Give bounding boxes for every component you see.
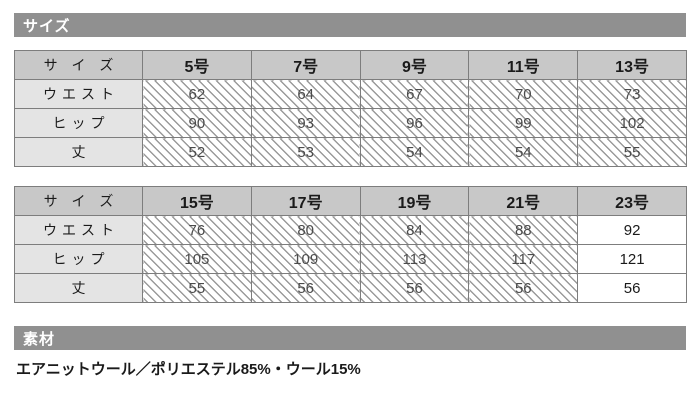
cell-waist-9: 67 — [359, 79, 470, 109]
size-table-small-body: ウエスト 62 64 67 70 73 ヒップ 90 93 96 99 102 … — [14, 79, 687, 167]
size-section-heading: サイズ — [14, 13, 686, 37]
cell-length-5: 52 — [142, 137, 252, 167]
table-row: 丈 52 53 54 54 55 — [14, 137, 687, 167]
cell-hip-15: 105 — [142, 244, 252, 274]
cell-length-13: 55 — [577, 137, 687, 167]
cell-waist-7: 64 — [250, 79, 361, 109]
size-table-small: サ イ ズ 5号 7号 9号 11号 13号 ウエスト 62 64 67 70 … — [14, 50, 687, 167]
size-table-large-col-3: 21号 — [468, 186, 579, 216]
size-table-small-col-3: 11号 — [468, 50, 579, 80]
cell-waist-21: 88 — [468, 215, 579, 245]
cell-length-23: 56 — [577, 273, 687, 303]
cell-waist-13: 73 — [577, 79, 687, 109]
size-table-large-corner-label: サ イ ズ — [14, 186, 143, 216]
cell-hip-5: 90 — [142, 108, 252, 138]
material-composition-text: エアニットウール／ポリエステル85%・ウール15% — [16, 361, 361, 378]
cell-length-7: 53 — [250, 137, 361, 167]
row-label-waist-large: ウエスト — [14, 215, 143, 245]
row-label-hip-small: ヒップ — [14, 108, 143, 138]
size-table-large-col-4: 23号 — [577, 186, 687, 216]
size-table-small-col-2: 9号 — [359, 50, 470, 80]
cell-length-11: 54 — [468, 137, 579, 167]
cell-length-19: 56 — [359, 273, 470, 303]
size-table-large-col-0: 15号 — [142, 186, 252, 216]
size-table-small-header: サ イ ズ 5号 7号 9号 11号 13号 — [14, 50, 687, 80]
size-section-heading-label: サイズ — [23, 17, 71, 35]
size-table-small-col-1: 7号 — [250, 50, 361, 80]
row-label-length-small: 丈 — [14, 137, 143, 167]
cell-waist-15: 76 — [142, 215, 252, 245]
table-row: ヒップ 90 93 96 99 102 — [14, 108, 687, 138]
cell-hip-17: 109 — [250, 244, 361, 274]
cell-waist-19: 84 — [359, 215, 470, 245]
size-table-large: サ イ ズ 15号 17号 19号 21号 23号 ウエスト 76 80 84 … — [14, 186, 687, 303]
cell-hip-19: 113 — [359, 244, 470, 274]
size-table-large-header: サ イ ズ 15号 17号 19号 21号 23号 — [14, 186, 687, 216]
size-table-large-col-2: 19号 — [359, 186, 470, 216]
size-table-small-corner-label: サ イ ズ — [14, 50, 143, 80]
size-table-small-col-0: 5号 — [142, 50, 252, 80]
table-header-row: サ イ ズ 15号 17号 19号 21号 23号 — [14, 186, 687, 216]
table-row: ウエスト 76 80 84 88 92 — [14, 215, 687, 245]
table-row: ヒップ 105 109 113 117 121 — [14, 244, 687, 274]
cell-hip-11: 99 — [468, 108, 579, 138]
cell-hip-9: 96 — [359, 108, 470, 138]
cell-length-17: 56 — [250, 273, 361, 303]
cell-waist-5: 62 — [142, 79, 252, 109]
size-table-small-col-4: 13号 — [577, 50, 687, 80]
size-table-large-body: ウエスト 76 80 84 88 92 ヒップ 105 109 113 117 … — [14, 215, 687, 303]
cell-hip-23: 121 — [577, 244, 687, 274]
table-header-row: サ イ ズ 5号 7号 9号 11号 13号 — [14, 50, 687, 80]
cell-hip-13: 102 — [577, 108, 687, 138]
cell-hip-7: 93 — [250, 108, 361, 138]
cell-length-21: 56 — [468, 273, 579, 303]
material-section-heading-label: 素材 — [23, 330, 56, 348]
cell-length-15: 55 — [142, 273, 252, 303]
row-label-length-large: 丈 — [14, 273, 143, 303]
cell-waist-23: 92 — [577, 215, 687, 245]
table-row: ウエスト 62 64 67 70 73 — [14, 79, 687, 109]
cell-waist-17: 80 — [250, 215, 361, 245]
table-row: 丈 55 56 56 56 56 — [14, 273, 687, 303]
cell-hip-21: 117 — [468, 244, 579, 274]
row-label-waist-small: ウエスト — [14, 79, 143, 109]
material-section-heading: 素材 — [14, 326, 686, 350]
size-table-large-col-1: 17号 — [250, 186, 361, 216]
cell-waist-11: 70 — [468, 79, 579, 109]
row-label-hip-large: ヒップ — [14, 244, 143, 274]
cell-length-9: 54 — [359, 137, 470, 167]
